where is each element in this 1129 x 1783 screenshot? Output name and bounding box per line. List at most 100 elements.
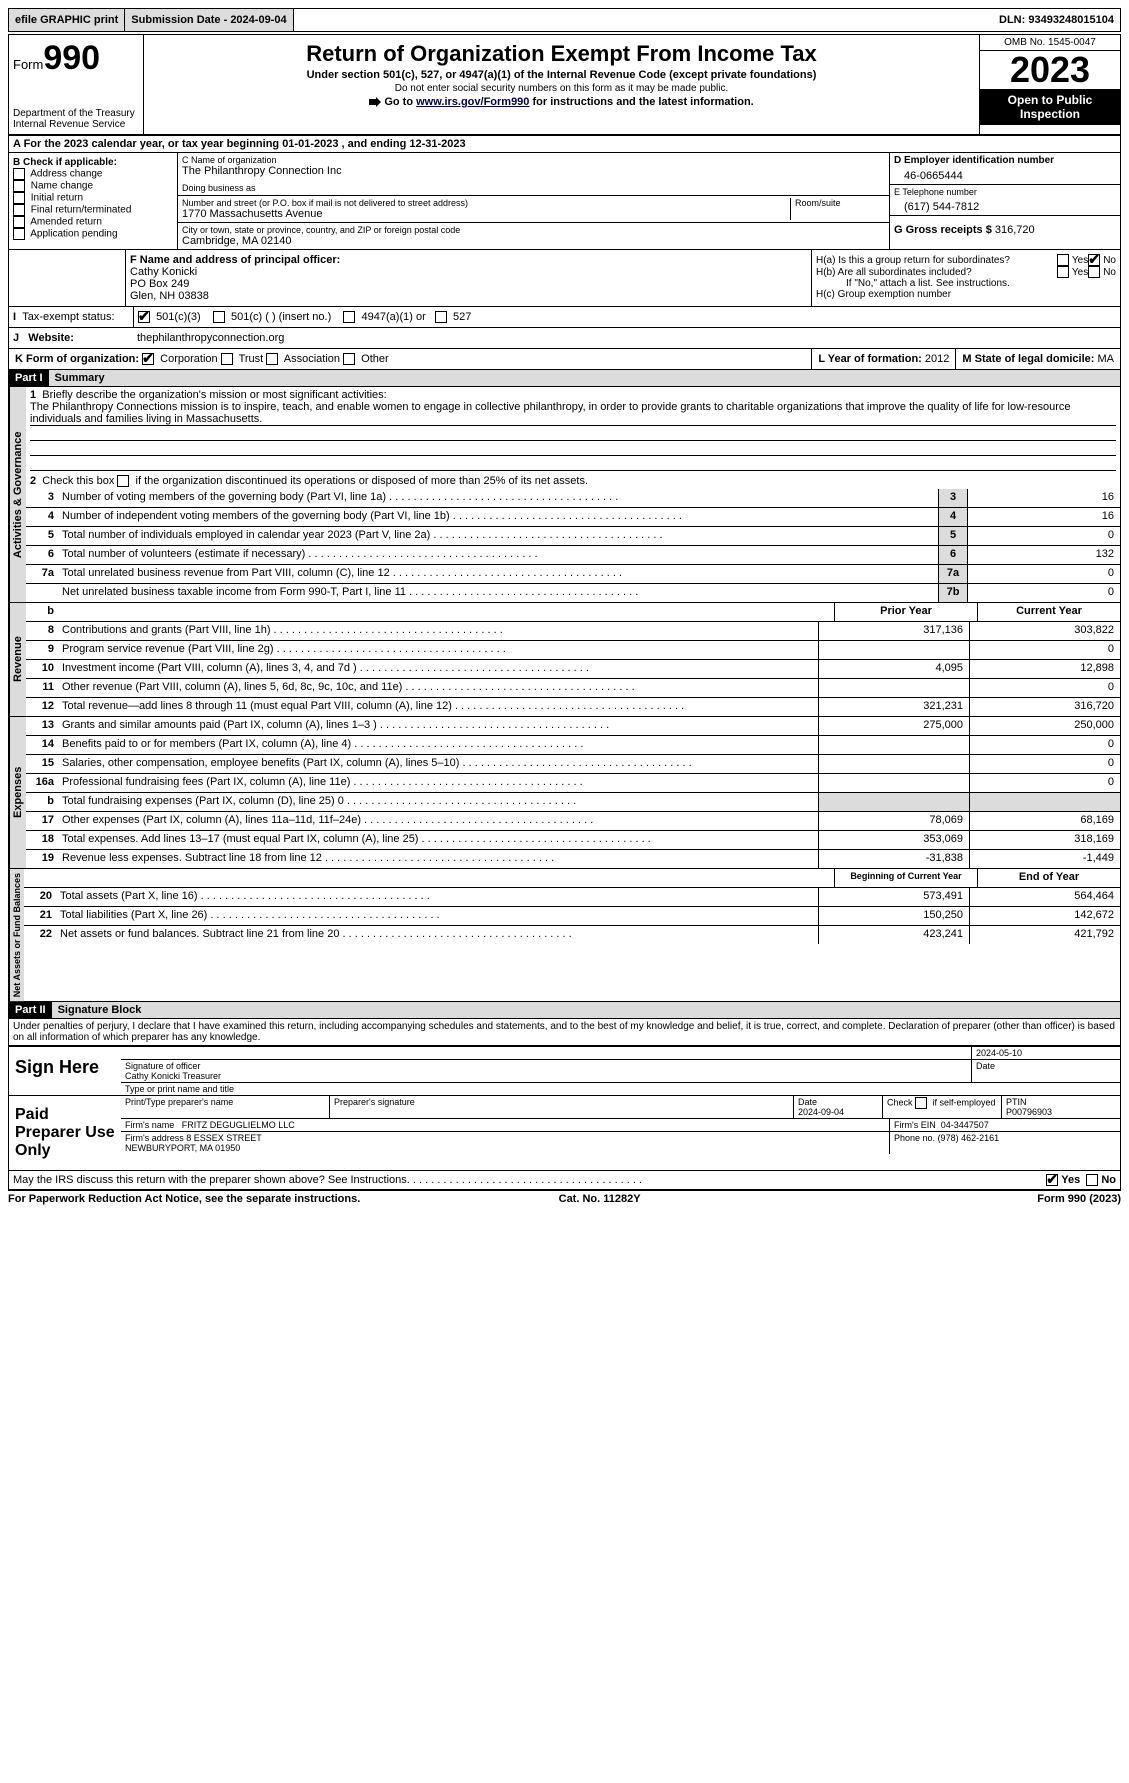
ssn-warning: Do not enter social security numbers on … bbox=[152, 83, 971, 94]
other-checkbox[interactable] bbox=[343, 353, 355, 365]
box-b: B Check if applicable: Address change Na… bbox=[9, 153, 178, 249]
officer-sig-date: 2024-05-10 bbox=[972, 1047, 1120, 1059]
ein-value: 46-0665444 bbox=[894, 166, 1116, 182]
na-header-row: Beginning of Current Year End of Year bbox=[24, 869, 1120, 888]
street-address: 1770 Massachusetts Avenue bbox=[182, 208, 786, 220]
501c-checkbox[interactable] bbox=[213, 311, 225, 323]
phone-value: (617) 544-7812 bbox=[894, 197, 1116, 213]
line-2: 2 Check this box if the organization dis… bbox=[26, 473, 1120, 489]
ha-yes-checkbox[interactable] bbox=[1057, 254, 1069, 266]
box-b-checkbox[interactable] bbox=[13, 204, 25, 216]
part1-title: Summary bbox=[49, 370, 1120, 386]
summary-line: 3Number of voting members of the governi… bbox=[26, 489, 1120, 508]
signature-block: Sign Here 2024-05-10 Signature of office… bbox=[8, 1045, 1121, 1171]
tab-activities-governance: Activities & Governance bbox=[9, 387, 26, 602]
submission-date: Submission Date - 2024-09-04 bbox=[125, 9, 293, 31]
ptin-value: P00796903 bbox=[1006, 1107, 1052, 1117]
paid-preparer-label: Paid Preparer Use Only bbox=[9, 1096, 121, 1170]
dept-treasury: Department of the Treasury Internal Reve… bbox=[13, 108, 139, 130]
section-expenses: Expenses 13Grants and similar amounts pa… bbox=[8, 717, 1121, 869]
officer-addr2: Glen, NH 03838 bbox=[130, 290, 807, 302]
summary-line: 16aProfessional fundraising fees (Part I… bbox=[26, 774, 1120, 793]
form-subtitle: Under section 501(c), 527, or 4947(a)(1)… bbox=[152, 69, 971, 81]
tab-net-assets: Net Assets or Fund Balances bbox=[9, 869, 24, 1001]
firm-phone: (978) 462-2161 bbox=[938, 1133, 1000, 1143]
summary-line: 12Total revenue—add lines 8 through 11 (… bbox=[26, 698, 1120, 716]
summary-line: 11Other revenue (Part VIII, column (A), … bbox=[26, 679, 1120, 698]
box-b-option: Final return/terminated bbox=[13, 204, 173, 216]
line2-checkbox[interactable] bbox=[117, 475, 129, 487]
col-end: End of Year bbox=[977, 869, 1120, 887]
website-value[interactable]: thephilanthropyconnection.org bbox=[133, 328, 812, 348]
box-l: L Year of formation: 2012 bbox=[811, 349, 955, 369]
discuss-row: May the IRS discuss this return with the… bbox=[8, 1171, 1121, 1190]
hb-yes-checkbox[interactable] bbox=[1057, 266, 1069, 278]
part2-title: Signature Block bbox=[52, 1002, 1120, 1018]
box-b-checkbox[interactable] bbox=[13, 216, 25, 228]
summary-line: 9Program service revenue (Part VIII, lin… bbox=[26, 641, 1120, 660]
trust-checkbox[interactable] bbox=[221, 353, 233, 365]
section-net-assets: Net Assets or Fund Balances Beginning of… bbox=[8, 869, 1121, 1002]
summary-line: 10Investment income (Part VIII, column (… bbox=[26, 660, 1120, 679]
tab-expenses: Expenses bbox=[9, 717, 26, 868]
discuss-yes-checkbox[interactable] bbox=[1046, 1174, 1058, 1186]
box-b-label: B Check if applicable: bbox=[13, 157, 173, 168]
year-box: OMB No. 1545-0047 2023 Open to Public In… bbox=[979, 35, 1120, 134]
hc-label: H(c) Group exemption number bbox=[816, 289, 1116, 300]
rev-header-row: b Prior Year Current Year bbox=[26, 603, 1120, 622]
officer-addr1: PO Box 249 bbox=[130, 278, 807, 290]
room-suite: Room/suite bbox=[791, 198, 885, 220]
mission-text: The Philanthropy Connections mission is … bbox=[30, 401, 1116, 426]
summary-line: Net unrelated business taxable income fr… bbox=[26, 584, 1120, 602]
ha-no-checkbox[interactable] bbox=[1088, 254, 1100, 266]
box-b-checkbox[interactable] bbox=[13, 192, 25, 204]
street-row: Number and street (or P.O. box if mail i… bbox=[178, 196, 889, 223]
501c3-checkbox[interactable] bbox=[138, 311, 150, 323]
summary-line: bTotal fundraising expenses (Part IX, co… bbox=[26, 793, 1120, 812]
klm-row: K Form of organization: Corporation Trus… bbox=[8, 349, 1121, 370]
box-d: D Employer identification number 46-0665… bbox=[890, 153, 1120, 249]
summary-line: 21Total liabilities (Part X, line 26)150… bbox=[24, 907, 1120, 926]
efile-print-button[interactable]: efile GRAPHIC print bbox=[9, 9, 125, 31]
discuss-no-checkbox[interactable] bbox=[1086, 1174, 1098, 1186]
4947-checkbox[interactable] bbox=[343, 311, 355, 323]
city-row: City or town, state or province, country… bbox=[178, 223, 889, 249]
org-name-cell: C Name of organization The Philanthropy … bbox=[178, 153, 889, 196]
spacer bbox=[294, 9, 306, 31]
ein-cell: D Employer identification number 46-0665… bbox=[890, 153, 1120, 185]
hb-note: If "No," attach a list. See instructions… bbox=[816, 278, 1116, 289]
self-employed-cell: Check if self-employed bbox=[883, 1096, 1002, 1118]
firm-ein: 04-3447507 bbox=[941, 1120, 989, 1130]
summary-line: 15Salaries, other compensation, employee… bbox=[26, 755, 1120, 774]
corp-checkbox[interactable] bbox=[142, 353, 154, 365]
box-k: K Form of organization: Corporation Trus… bbox=[9, 349, 811, 369]
summary-line: 8Contributions and grants (Part VIII, li… bbox=[26, 622, 1120, 641]
summary-line: 17Other expenses (Part IX, column (A), l… bbox=[26, 812, 1120, 831]
box-b-checkbox[interactable] bbox=[13, 228, 25, 240]
summary-line: 13Grants and similar amounts paid (Part … bbox=[26, 717, 1120, 736]
form-number-box: Form990 Department of the Treasury Inter… bbox=[9, 35, 144, 134]
hb-no-checkbox[interactable] bbox=[1088, 266, 1100, 278]
officer-name: Cathy Konicki bbox=[130, 266, 807, 278]
part1-badge: Part I bbox=[9, 370, 49, 386]
phone-cell: E Telephone number (617) 544-7812 bbox=[890, 185, 1120, 216]
form-header: Form990 Department of the Treasury Inter… bbox=[8, 34, 1121, 136]
box-b-checkbox[interactable] bbox=[13, 168, 25, 180]
part2-header: Part II Signature Block bbox=[8, 1002, 1121, 1019]
preparer-sig-label: Preparer's signature bbox=[330, 1096, 794, 1118]
summary-line: 20Total assets (Part X, line 16)573,4915… bbox=[24, 888, 1120, 907]
box-m: M State of legal domicile: MA bbox=[955, 349, 1120, 369]
preparer-name-label: Print/Type preparer's name bbox=[121, 1096, 330, 1118]
assoc-checkbox[interactable] bbox=[266, 353, 278, 365]
box-b-checkbox[interactable] bbox=[13, 180, 25, 192]
pra-notice: For Paperwork Reduction Act Notice, see … bbox=[8, 1193, 360, 1205]
irs-link[interactable]: www.irs.gov/Form990 bbox=[416, 96, 529, 108]
summary-line: 6Total number of volunteers (estimate if… bbox=[26, 546, 1120, 565]
website-row: J Website: thephilanthropyconnection.org bbox=[8, 328, 1121, 349]
self-employed-checkbox[interactable] bbox=[915, 1097, 927, 1109]
527-checkbox[interactable] bbox=[435, 311, 447, 323]
gross-receipts: 316,720 bbox=[995, 224, 1035, 236]
box-b-option: Amended return bbox=[13, 216, 173, 228]
part2-badge: Part II bbox=[9, 1002, 52, 1018]
summary-line: 22Net assets or fund balances. Subtract … bbox=[24, 926, 1120, 944]
